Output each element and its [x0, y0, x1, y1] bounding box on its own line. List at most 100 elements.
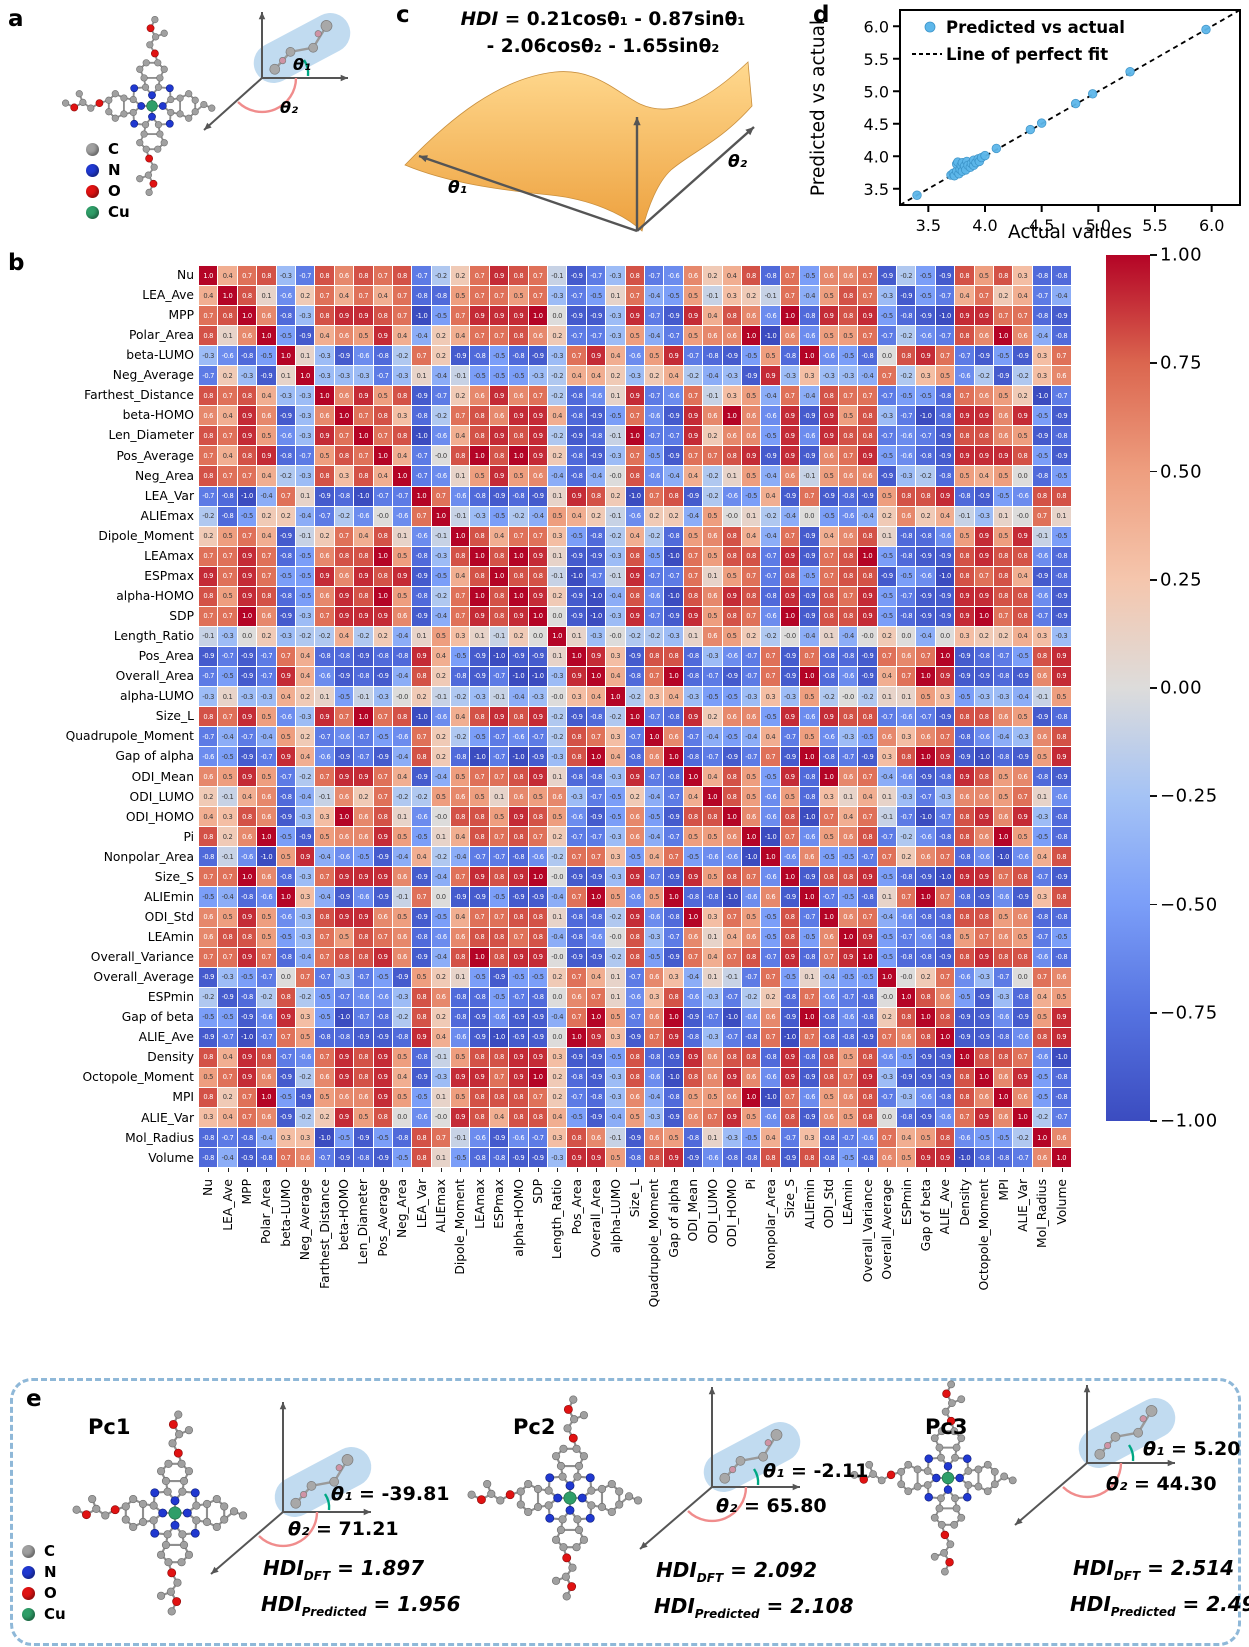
heatmap-cell: -0.5 [606, 807, 625, 827]
heatmap-cell: 0.2 [606, 486, 625, 506]
heatmap-cell: -0.2 [819, 686, 838, 707]
heatmap-cell: 0.9 [392, 566, 412, 586]
heatmap-cell: 0.4 [606, 666, 625, 686]
heatmap-cell: 0.8 [1052, 887, 1071, 907]
heatmap-cell: 0.6 [315, 546, 334, 566]
heatmap-cell: -0.5 [761, 767, 780, 787]
heatmap-cell: 0.4 [451, 426, 470, 446]
heatmap-cell: -0.2 [295, 626, 315, 646]
heatmap-cell: 1.0 [451, 526, 470, 546]
heatmap-cell: 0.4 [819, 526, 838, 546]
heatmap-cell: 0.8 [354, 546, 373, 566]
heatmap-cell: 0.3 [548, 526, 567, 546]
heatmap-cell: -0.7 [838, 987, 858, 1007]
heatmap-cell: 1.0 [257, 827, 276, 847]
molecule [62, 16, 216, 196]
heatmap-cell: -0.9 [470, 1007, 489, 1027]
heatmap-cell: -0.3 [722, 1128, 741, 1148]
heatmap-cell: 0.2 [916, 967, 935, 987]
heatmap-cell: -0.7 [664, 787, 683, 807]
heatmap-cell: 0.9 [974, 807, 994, 827]
heatmap-cell: -0.7 [644, 707, 664, 727]
heatmap-cell: 0.8 [897, 346, 916, 366]
heatmap-cell: -0.7 [683, 727, 703, 747]
heatmap-cell: -0.8 [567, 907, 586, 927]
heatmap-cell: 0.9 [237, 566, 257, 586]
heatmap-cell: 0.9 [955, 406, 974, 426]
atom-C [138, 1517, 148, 1527]
heatmap-cell: -0.4 [644, 1087, 664, 1107]
heatmap-cell: -0.6 [858, 1128, 877, 1148]
heatmap-cell: 1.0 [994, 1087, 1013, 1107]
heatmap-cell: -0.9 [567, 867, 586, 887]
heatmap-cell: 0.6 [916, 847, 935, 867]
atom-C [940, 1548, 948, 1557]
heatmap-cell: 0.7 [354, 406, 373, 426]
heatmap-cell: -0.8 [1052, 326, 1071, 346]
heatmap-cell: -0.7 [412, 466, 431, 486]
heatmap-cell: 0.5 [703, 506, 722, 526]
heatmap-cell: 0.6 [838, 466, 858, 486]
heatmap-cell: -0.9 [412, 1067, 431, 1087]
heatmap-cell: 0.5 [1013, 927, 1032, 947]
heatmap-cell: -0.1 [606, 1128, 625, 1148]
heatmap-cell: 0.2 [431, 666, 451, 686]
heatmap-cell: 0.2 [295, 686, 315, 707]
heatmap-cell: 0.9 [586, 646, 606, 666]
atom-N [170, 1520, 180, 1530]
atom-C [579, 1535, 589, 1544]
heatmap-cell: 0.7 [334, 707, 354, 727]
heatmap-cell: -0.8 [218, 486, 237, 506]
heatmap-cell: 1.0 [625, 707, 644, 727]
heatmap-cell: -1.0 [509, 747, 528, 767]
heatmap-cell: 0.9 [722, 586, 741, 606]
heatmap-cell: -0.6 [838, 666, 858, 686]
heatmap-cell: -0.9 [354, 1027, 373, 1047]
pc1-theta1-value: θ₁ = -39.81 [331, 1483, 450, 1505]
heatmap-row-label: ODI_LUMO [129, 789, 194, 804]
atom-C [1008, 1476, 1017, 1485]
heatmap-cell: 0.9 [237, 907, 257, 927]
atom-C [556, 1461, 566, 1471]
heatmap-cell: 0.4 [838, 807, 858, 827]
heatmap-cell: -0.9 [800, 406, 819, 426]
heatmap-cell: -0.9 [1032, 566, 1052, 586]
heatmap-cell: -0.7 [916, 787, 935, 807]
panel-a-letter: a [8, 6, 24, 32]
heatmap-cell: -0.7 [1052, 386, 1071, 406]
heatmap-cell: -0.7 [877, 707, 897, 727]
heatmap-cell: 0.5 [955, 927, 974, 947]
heatmap-row-label: Size_L [155, 709, 194, 724]
heatmap-cell: 0.8 [451, 446, 470, 466]
heatmap-cell: 0.6 [625, 827, 644, 847]
heatmap-cell: -0.3 [625, 366, 644, 386]
heatmap-cell: -0.1 [315, 787, 334, 807]
heatmap-cell: 0.9 [451, 1107, 470, 1128]
heatmap-cell: -0.7 [1032, 867, 1052, 887]
heatmap-cell: -0.4 [1032, 326, 1052, 346]
atom-C [937, 1494, 945, 1503]
heatmap-cell: -0.6 [237, 847, 257, 867]
colorbar-label: −1.00 [1160, 1110, 1218, 1132]
heatmap-cell: 0.8 [916, 1027, 935, 1047]
heatmap-cell: -0.4 [664, 466, 683, 486]
heatmap-x-tick [538, 1167, 539, 1172]
atom-C [551, 1535, 561, 1544]
heatmap-cell: -0.8 [935, 466, 955, 486]
heatmap-cell: -0.8 [470, 346, 489, 366]
atom-N [924, 1454, 933, 1463]
heatmap-cell: 0.8 [722, 546, 741, 566]
heatmap-cell: -0.4 [606, 586, 625, 606]
heatmap-cell: 0.9 [780, 1067, 800, 1087]
heatmap-cell: -0.1 [295, 526, 315, 546]
heatmap-cell: 0.3 [800, 366, 819, 386]
heatmap-cell: 0.7 [858, 386, 877, 406]
heatmap-cell: -0.4 [703, 727, 722, 747]
heatmap-cell: -0.5 [412, 827, 431, 847]
heatmap-cell: -0.5 [877, 446, 897, 466]
heatmap-cell: 0.8 [644, 646, 664, 666]
legend-line-of-perfect-fit: Line of perfect fit [946, 45, 1108, 64]
heatmap-cell: -0.6 [199, 747, 218, 767]
heatmap-cell: 0.9 [974, 526, 994, 546]
heatmap-cell: 0.2 [257, 506, 276, 526]
